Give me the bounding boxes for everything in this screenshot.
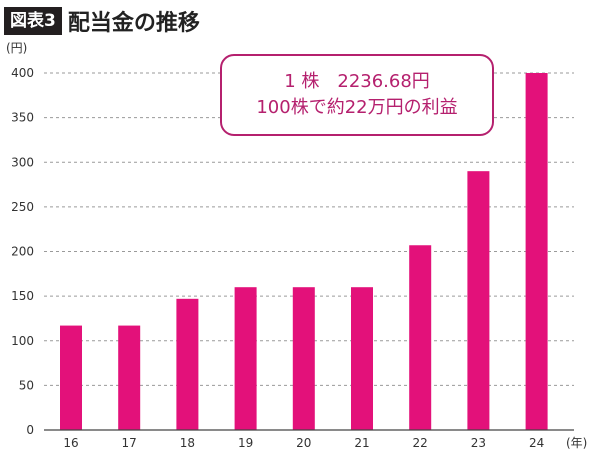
- y-tick-label: 0: [26, 423, 34, 437]
- bar-22: [409, 245, 432, 430]
- bar-18: [176, 298, 199, 430]
- x-tick-label: 18: [180, 436, 195, 450]
- x-tick-label: 22: [413, 436, 428, 450]
- x-tick-label: 19: [238, 436, 253, 450]
- x-tick-label: 17: [122, 436, 137, 450]
- y-tick-label: 150: [11, 289, 34, 303]
- x-tick-label: 23: [471, 436, 486, 450]
- figure-badge: 図表3: [4, 7, 62, 35]
- bar-17: [118, 325, 141, 430]
- callout-line-2: 100株で約22万円の利益: [256, 97, 458, 118]
- x-axis-unit: (年): [566, 436, 587, 450]
- y-tick-label: 50: [19, 378, 34, 392]
- bar-23: [467, 171, 490, 431]
- bar-24: [525, 73, 548, 430]
- y-tick-label: 350: [11, 111, 34, 125]
- y-tick-label: 100: [11, 334, 34, 348]
- y-tick-label: 400: [11, 66, 34, 80]
- y-tick-label: 300: [11, 155, 34, 169]
- bar-20: [292, 287, 315, 430]
- callout-line-1: 1 株 2236.68円: [284, 71, 430, 92]
- bar-16: [60, 325, 82, 430]
- y-axis-unit: (円): [6, 41, 27, 55]
- bar-19: [234, 287, 257, 430]
- y-tick-label: 250: [11, 200, 34, 214]
- x-tick-label: 16: [63, 436, 78, 450]
- chart-header: 図表3 配当金の推移: [4, 4, 200, 38]
- x-tick-label: 24: [529, 436, 544, 450]
- x-tick-label: 21: [354, 436, 369, 450]
- x-tick-label: 20: [296, 436, 311, 450]
- dividend-callout: 1 株 2236.68円 100株で約22万円の利益: [220, 54, 494, 136]
- x-tick-labels: 16 17 18 19 20 21 22 23 24: [63, 436, 544, 450]
- bar-21: [351, 287, 373, 430]
- bars: [60, 73, 548, 431]
- chart-title: 配当金の推移: [67, 11, 200, 36]
- y-tick-labels: 0 50 100 150 200 250 300 350 400: [11, 66, 34, 437]
- y-tick-label: 200: [11, 245, 34, 259]
